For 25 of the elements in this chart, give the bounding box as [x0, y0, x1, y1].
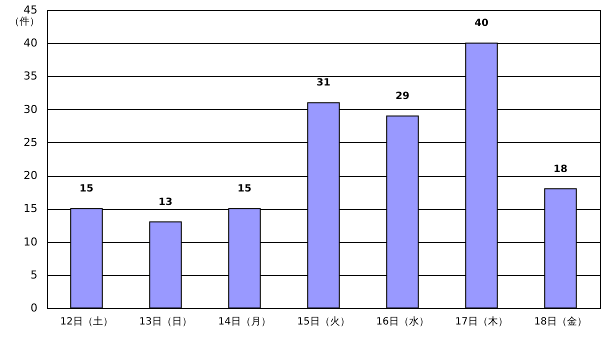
y-tick-label: 30	[24, 102, 38, 116]
y-tick-label: 45	[24, 4, 38, 16]
data-label: 15	[80, 184, 94, 195]
data-label: 40	[474, 18, 488, 30]
data-label: 15	[238, 184, 252, 195]
data-label: 18	[554, 164, 568, 175]
x-tick-label: 13日（日）	[139, 316, 192, 328]
x-tick-label: 18日（金）	[534, 316, 587, 328]
y-tick-label: 40	[24, 36, 38, 50]
y-tick-label: 0	[30, 302, 38, 314]
y-tick-label: 5	[30, 268, 38, 282]
x-tick-label: 15日（火）	[297, 316, 350, 328]
y-tick-label: 10	[24, 235, 38, 248]
x-tick-label: 16日（水）	[376, 316, 429, 328]
y-tick-label: 25	[24, 136, 38, 149]
y-axis-title: （件）	[10, 16, 40, 28]
x-tick-label: 17日（木）	[455, 316, 508, 328]
y-tick-label: 35	[24, 70, 38, 83]
data-label: 29	[396, 90, 410, 102]
data-label: 13	[158, 196, 172, 208]
x-tick-label: 14日（月）	[218, 316, 271, 328]
data-label: 31	[316, 78, 330, 89]
y-tick-label: 15	[24, 202, 38, 216]
x-tick-label: 12日（土）	[60, 316, 113, 328]
y-tick-label: 20	[24, 169, 38, 182]
